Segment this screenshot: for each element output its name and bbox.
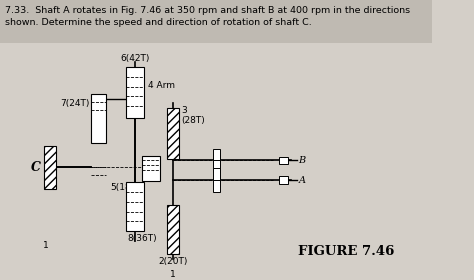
Bar bbox=[167, 205, 179, 254]
Text: C: C bbox=[31, 161, 41, 174]
Text: 7.33.  Shaft A rotates in Fig. 7.46 at 350 rpm and shaft B at 400 rpm in the dir: 7.33. Shaft A rotates in Fig. 7.46 at 35… bbox=[6, 6, 410, 27]
Text: 1: 1 bbox=[170, 270, 176, 279]
Bar bbox=[213, 180, 220, 192]
Text: 4 Arm: 4 Arm bbox=[147, 81, 174, 90]
Bar bbox=[91, 94, 106, 143]
Text: 6(42T): 6(42T) bbox=[120, 54, 149, 63]
Bar bbox=[167, 108, 179, 160]
Text: 1: 1 bbox=[43, 241, 48, 250]
Bar bbox=[142, 155, 160, 181]
Bar bbox=[44, 146, 56, 189]
Text: 3: 3 bbox=[181, 106, 187, 115]
Bar bbox=[213, 168, 220, 180]
Text: 8(36T): 8(36T) bbox=[128, 234, 157, 243]
Bar bbox=[126, 67, 144, 118]
Text: 7(24T): 7(24T) bbox=[60, 99, 89, 108]
Text: 2(20T): 2(20T) bbox=[158, 257, 188, 266]
Text: A: A bbox=[299, 176, 306, 185]
Bar bbox=[213, 149, 220, 160]
FancyBboxPatch shape bbox=[0, 0, 431, 43]
Text: 5(18T): 5(18T) bbox=[110, 183, 140, 192]
Text: (28T): (28T) bbox=[181, 116, 205, 125]
Text: FIGURE 7.46: FIGURE 7.46 bbox=[298, 244, 394, 258]
Bar bbox=[279, 176, 288, 184]
Bar bbox=[213, 160, 220, 172]
Text: B: B bbox=[299, 156, 306, 165]
Bar bbox=[279, 157, 288, 164]
Bar bbox=[126, 182, 144, 231]
